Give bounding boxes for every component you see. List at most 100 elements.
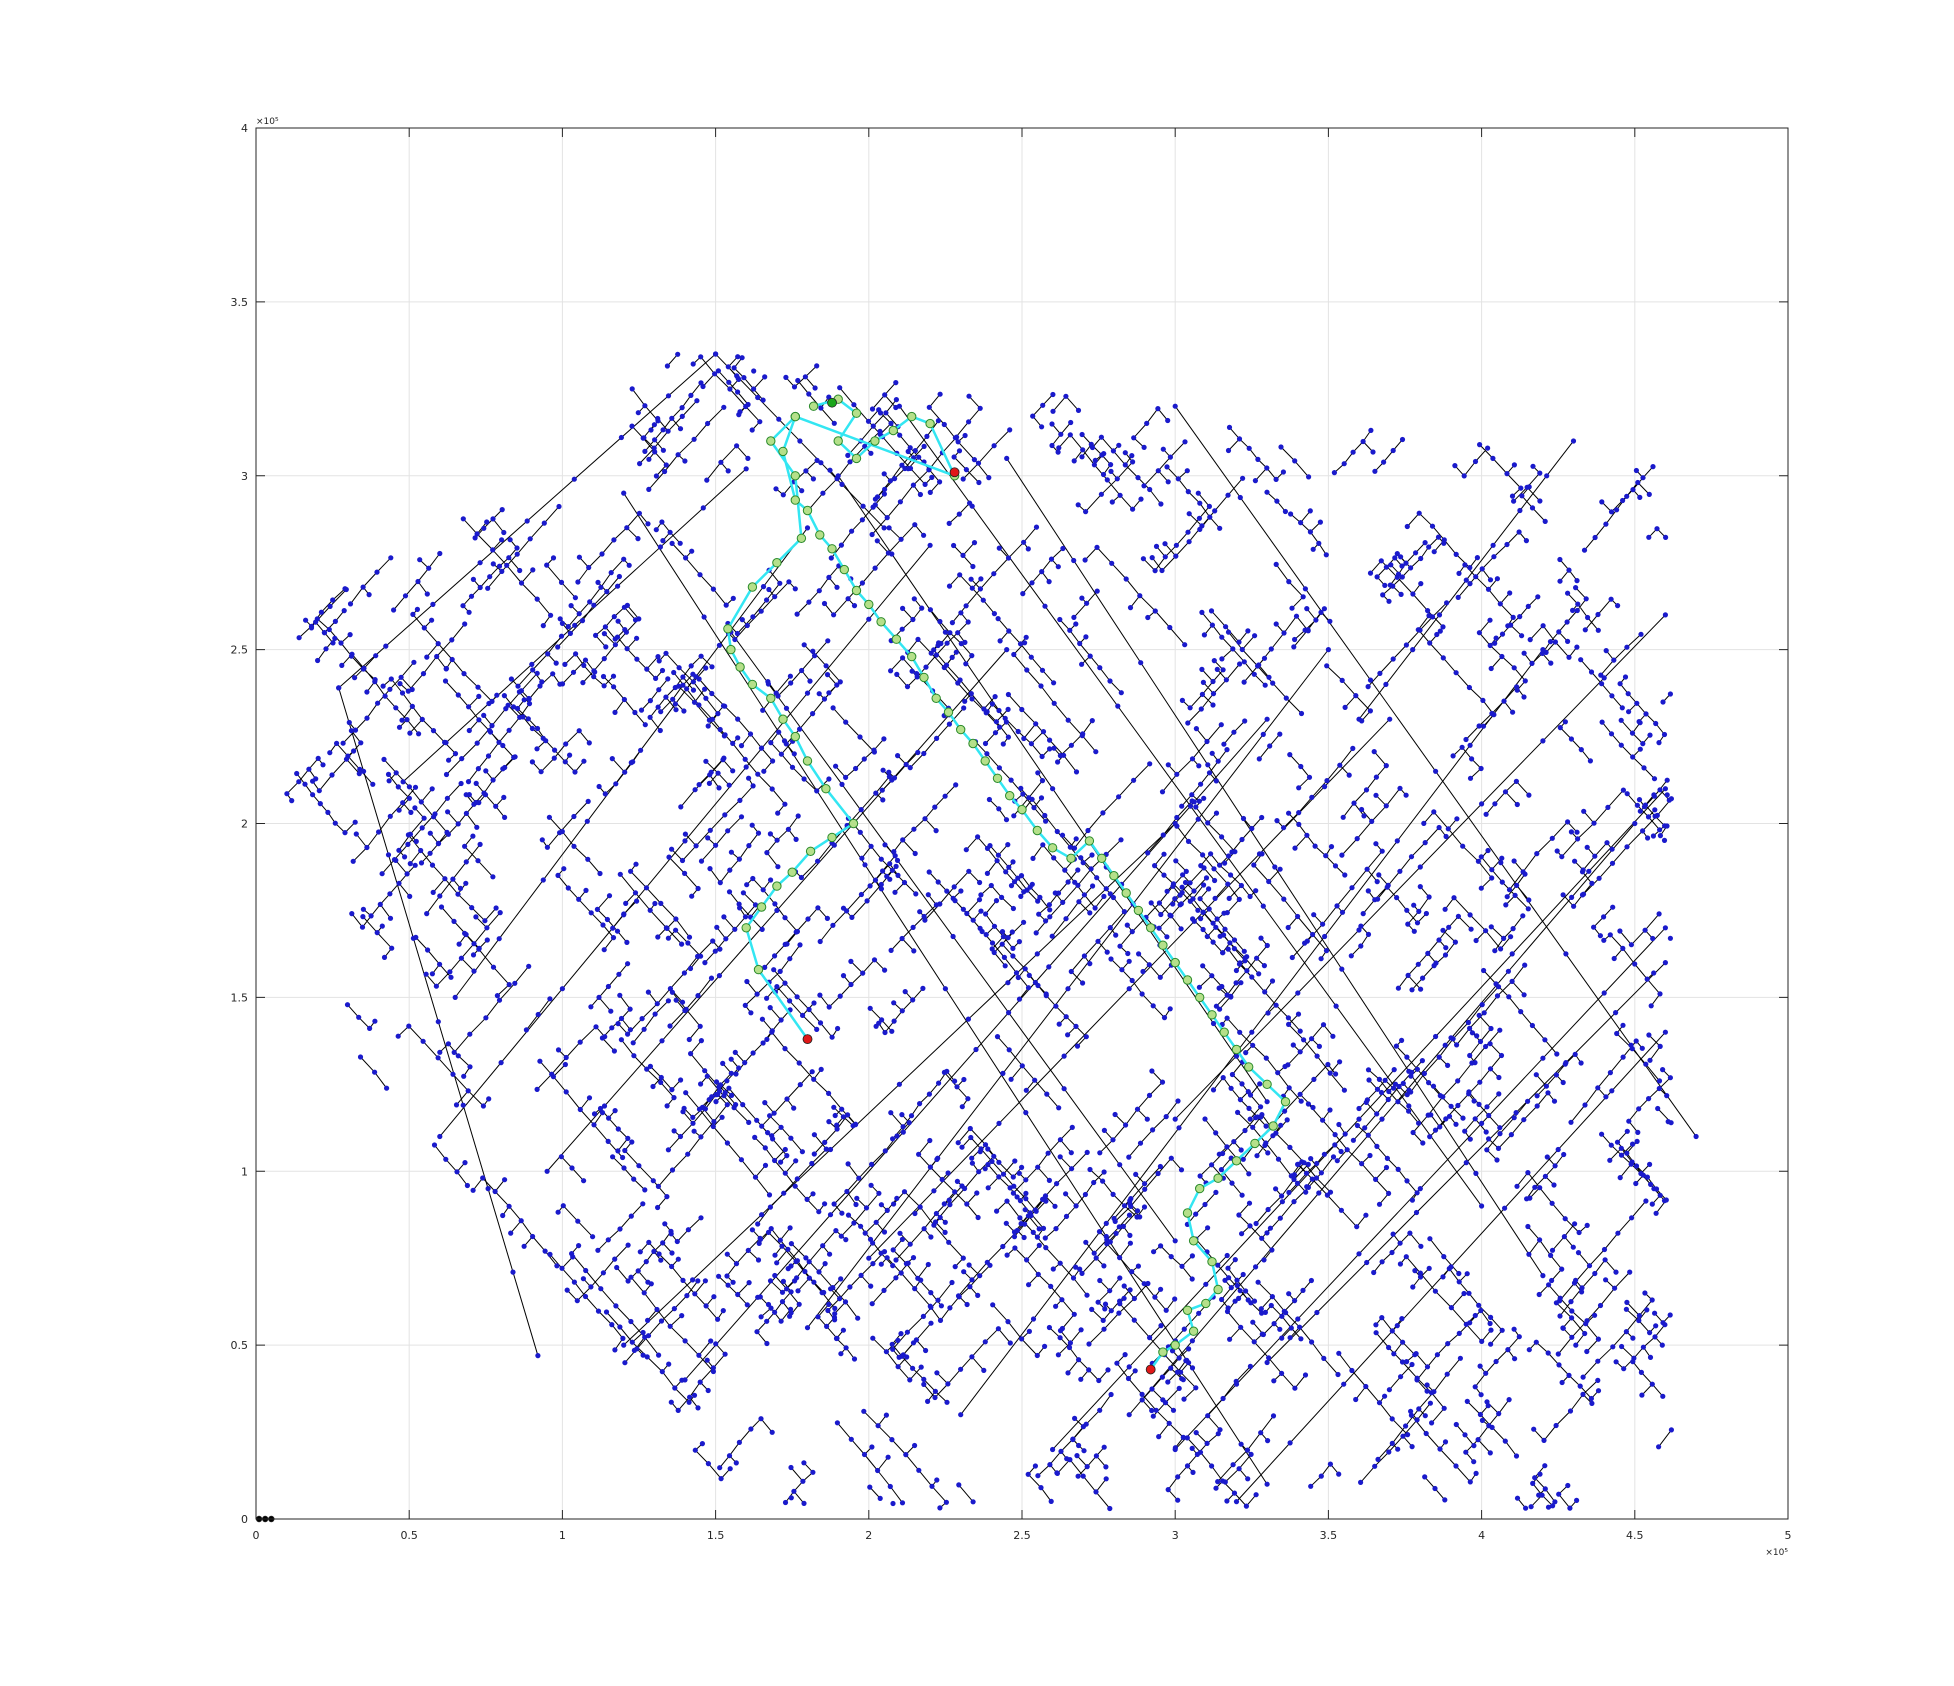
network-node <box>612 1347 618 1353</box>
network-node <box>971 457 978 463</box>
network-node <box>302 781 308 787</box>
route-node <box>796 533 807 543</box>
network-node <box>597 1105 604 1112</box>
route-node <box>1280 1097 1291 1107</box>
network-node <box>912 1442 918 1449</box>
network-node <box>339 662 345 669</box>
network-node <box>1372 897 1378 903</box>
route-node <box>1032 825 1043 836</box>
network-node <box>975 834 981 840</box>
network-node <box>814 457 820 463</box>
network-node <box>1485 586 1492 592</box>
network-node <box>873 790 879 796</box>
network-node <box>895 1337 901 1343</box>
network-node <box>590 1234 596 1240</box>
network-node <box>629 1339 635 1345</box>
network-node <box>1476 723 1482 729</box>
network-node <box>647 698 654 704</box>
network-node <box>724 1140 731 1146</box>
network-node <box>810 476 817 482</box>
network-node <box>1087 1166 1093 1173</box>
network-node <box>1520 913 1526 919</box>
network-node <box>1628 1042 1634 1048</box>
network-node <box>1161 851 1167 857</box>
network-node <box>669 1263 675 1270</box>
network-node <box>1656 911 1662 917</box>
network-node <box>1179 803 1185 809</box>
network-node <box>1373 774 1379 780</box>
network-node <box>429 971 435 977</box>
network-node <box>1656 1085 1662 1092</box>
network-node <box>406 784 412 790</box>
network-node <box>1061 1053 1067 1059</box>
network-node <box>1467 1320 1473 1326</box>
network-node <box>1022 640 1028 646</box>
network-node <box>611 537 617 543</box>
network-node <box>379 923 385 929</box>
network-node <box>632 709 638 716</box>
network-node <box>1288 1173 1294 1179</box>
network-node <box>1445 1062 1451 1068</box>
network-node <box>1158 911 1164 918</box>
network-node <box>1440 927 1446 933</box>
network-node <box>534 725 541 732</box>
network-node <box>1563 1060 1569 1066</box>
network-node <box>695 953 701 960</box>
network-node <box>1332 1142 1338 1148</box>
network-node <box>1090 883 1096 889</box>
network-node <box>757 1236 764 1242</box>
network-node <box>1618 1145 1624 1151</box>
network-node <box>968 1134 974 1141</box>
network-node <box>742 914 749 920</box>
network-node <box>800 1012 806 1019</box>
network-node <box>991 1153 997 1159</box>
route-node <box>1133 905 1144 916</box>
network-node <box>937 1505 943 1511</box>
network-node <box>455 1053 461 1059</box>
network-node <box>1080 1473 1086 1479</box>
network-node <box>1135 475 1141 481</box>
network-node <box>1549 835 1555 841</box>
network-node <box>1127 1287 1133 1293</box>
network-node <box>1175 1497 1181 1503</box>
x-tick-label: 3 <box>1172 1529 1179 1542</box>
network-node <box>1303 1170 1310 1176</box>
network-node <box>1592 534 1598 541</box>
network-node <box>1453 670 1459 676</box>
network-node <box>1073 1023 1079 1029</box>
network-node <box>1219 983 1225 990</box>
network-node <box>1379 1259 1385 1265</box>
network-node <box>1360 911 1366 917</box>
network-node <box>387 686 393 692</box>
network-node <box>1472 1116 1478 1122</box>
network-node <box>968 576 974 582</box>
network-node <box>788 1289 794 1295</box>
network-node <box>725 468 731 474</box>
network-node <box>945 1381 951 1387</box>
network-node <box>1292 1385 1298 1391</box>
network-node <box>1422 540 1428 546</box>
network-node <box>734 630 741 637</box>
network-node <box>485 753 492 759</box>
network-node <box>527 536 533 542</box>
network-node <box>1126 1154 1132 1160</box>
network-node <box>678 1077 684 1083</box>
network-node <box>858 1272 864 1278</box>
network-node <box>788 1135 794 1141</box>
network-node <box>437 550 443 557</box>
network-node <box>1247 893 1253 900</box>
network-node <box>400 800 406 806</box>
network-node <box>367 1025 373 1031</box>
network-node <box>1244 968 1250 974</box>
network-node <box>926 1091 933 1097</box>
network-node <box>1043 918 1049 924</box>
network-node <box>895 753 901 759</box>
network-node <box>997 724 1003 730</box>
network-node <box>1095 1299 1101 1305</box>
network-node <box>926 404 932 410</box>
network-node <box>1228 994 1234 1000</box>
network-node <box>688 1051 694 1057</box>
network-node <box>922 816 928 822</box>
network-node <box>1624 1128 1630 1134</box>
network-node <box>1117 1275 1123 1281</box>
